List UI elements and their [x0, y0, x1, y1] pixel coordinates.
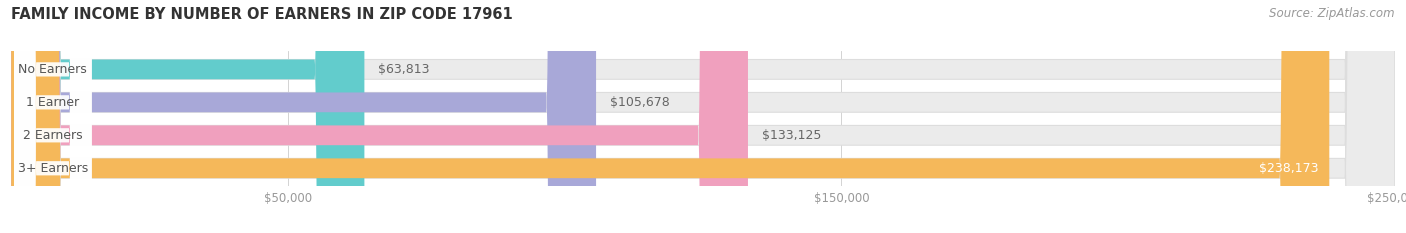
FancyBboxPatch shape: [11, 0, 596, 233]
FancyBboxPatch shape: [11, 0, 1395, 233]
Text: $105,678: $105,678: [610, 96, 669, 109]
FancyBboxPatch shape: [14, 0, 91, 233]
FancyBboxPatch shape: [11, 0, 1329, 233]
Text: $133,125: $133,125: [762, 129, 821, 142]
FancyBboxPatch shape: [11, 0, 1395, 233]
FancyBboxPatch shape: [11, 0, 748, 233]
Text: FAMILY INCOME BY NUMBER OF EARNERS IN ZIP CODE 17961: FAMILY INCOME BY NUMBER OF EARNERS IN ZI…: [11, 7, 513, 22]
FancyBboxPatch shape: [14, 0, 91, 233]
Text: 3+ Earners: 3+ Earners: [18, 162, 89, 175]
Text: $238,173: $238,173: [1258, 162, 1319, 175]
FancyBboxPatch shape: [11, 0, 364, 233]
Text: 2 Earners: 2 Earners: [22, 129, 83, 142]
Text: 1 Earner: 1 Earner: [27, 96, 79, 109]
Text: $63,813: $63,813: [378, 63, 430, 76]
Text: No Earners: No Earners: [18, 63, 87, 76]
Text: Source: ZipAtlas.com: Source: ZipAtlas.com: [1270, 7, 1395, 20]
FancyBboxPatch shape: [11, 0, 1395, 233]
FancyBboxPatch shape: [14, 0, 91, 233]
FancyBboxPatch shape: [14, 0, 91, 233]
FancyBboxPatch shape: [11, 0, 1395, 233]
